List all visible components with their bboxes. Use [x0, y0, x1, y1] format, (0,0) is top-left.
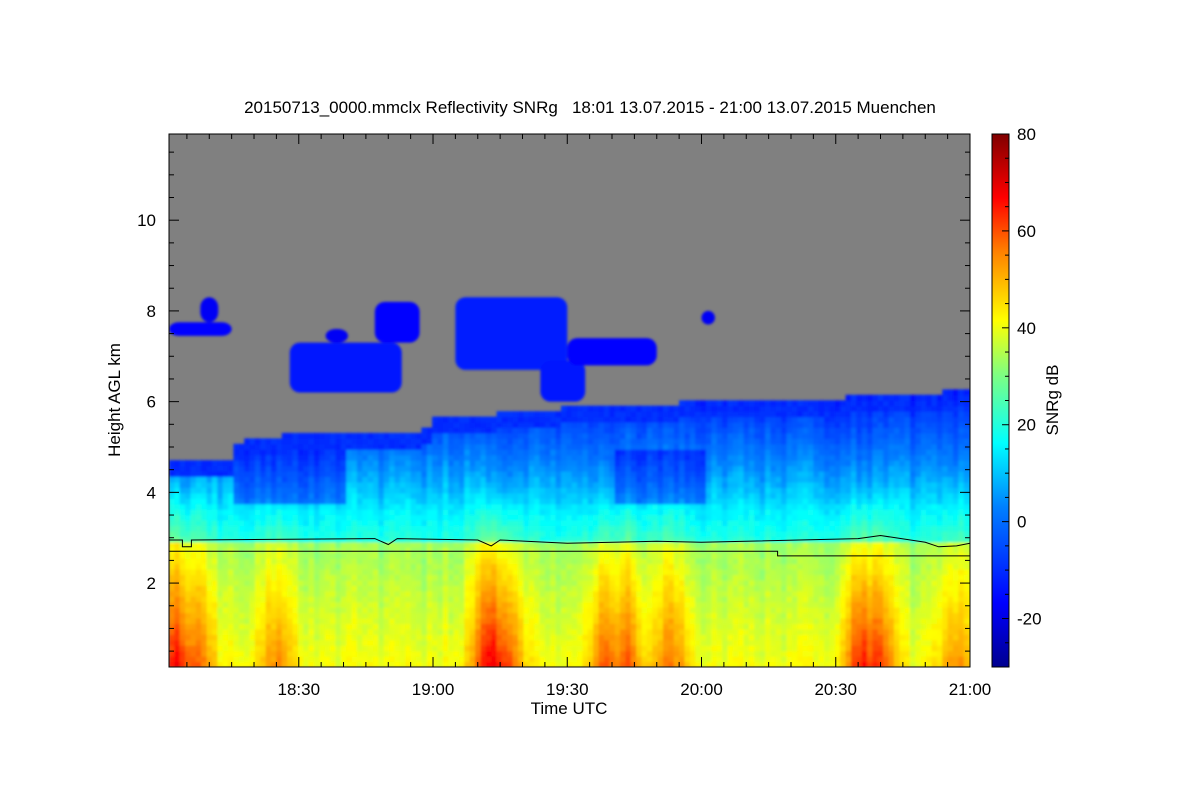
y-tick-label: 8: [147, 302, 156, 321]
colorbar-tick-label: 40: [1017, 319, 1036, 338]
colorbar-tick-label: 80: [1017, 125, 1036, 144]
upper-cloud-patch: [325, 329, 348, 343]
upper-cloud-patch: [567, 338, 657, 366]
reference-height-line: [169, 550, 970, 557]
y-tick-label: 10: [137, 211, 156, 230]
upper-cloud-patch: [455, 297, 568, 370]
colorbar-tick-label: 20: [1017, 416, 1036, 435]
upper-cloud-patch: [169, 322, 232, 336]
colorbar-tick-label: -20: [1017, 610, 1042, 629]
x-tick-label: 20:00: [680, 680, 723, 699]
upper-cloud-patch: [289, 342, 402, 393]
colorbar-tick-label: 0: [1017, 513, 1026, 532]
melting-layer-line: [169, 534, 970, 548]
plot-frame: [168, 133, 971, 668]
x-tick-label: 18:30: [277, 680, 320, 699]
upper-cloud-patch: [701, 310, 715, 325]
x-axis-label: Time UTC: [531, 699, 608, 718]
y-tick-label: 4: [147, 483, 156, 502]
colorbar-tick-label: 60: [1017, 222, 1036, 241]
y-axis-label: Height AGL km: [105, 343, 124, 457]
x-tick-label: 21:00: [949, 680, 992, 699]
upper-cloud-patch: [374, 301, 420, 343]
upper-cloud-patch: [200, 297, 219, 323]
y-tick-label: 6: [147, 393, 156, 412]
chart-title: 20150713_0000.mmclx Reflectivity SNRg 18…: [244, 98, 936, 117]
colorbar-label: SNRg dB: [1043, 365, 1062, 436]
x-tick-label: 19:30: [546, 680, 589, 699]
upper-cloud-patch: [540, 360, 586, 402]
y-tick-label: 2: [147, 574, 156, 593]
x-tick-label: 19:00: [412, 680, 455, 699]
x-tick-label: 20:30: [814, 680, 857, 699]
